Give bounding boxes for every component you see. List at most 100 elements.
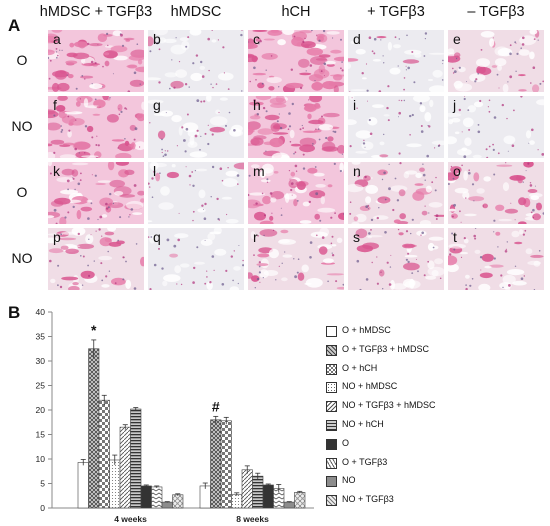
bar-10-1 xyxy=(172,494,184,509)
bar-chart: 0 5 10 15 20 25 30 35 40 4 weeks 8 weeks * # xyxy=(36,307,314,524)
legend-swatch xyxy=(326,420,337,431)
histology-tile-q: q xyxy=(148,228,244,290)
histology-tile-h: h xyxy=(248,96,344,158)
legend-label: O + TGFβ3 + hMDSC xyxy=(342,343,430,354)
tile-letter: k xyxy=(53,163,60,179)
bar-10-2 xyxy=(294,492,306,509)
legend-swatch xyxy=(326,438,337,450)
histology-tile-r: r xyxy=(248,228,344,290)
histology-tile-n: n xyxy=(348,162,444,224)
tile-letter: c xyxy=(253,31,260,47)
y-tick-label: 0 xyxy=(40,503,45,513)
tile-letter: f xyxy=(53,97,57,113)
bar-1-2 xyxy=(199,485,211,509)
tissue-texture xyxy=(48,228,144,290)
histology-tile-g: g xyxy=(148,96,244,158)
tile-letter: l xyxy=(153,163,157,179)
histology-tile-c: c xyxy=(248,30,344,92)
legend-label: O + hCH xyxy=(342,362,378,373)
bar-7-2 xyxy=(262,484,274,509)
y-tick-label: 10 xyxy=(36,454,46,464)
legend-swatch xyxy=(326,495,337,507)
histology-tile-l: l xyxy=(148,162,244,224)
tile-letter: h xyxy=(253,97,261,113)
tissue-texture xyxy=(448,228,544,290)
tissue-texture xyxy=(148,96,244,158)
tissue-texture xyxy=(248,96,344,158)
chart-labels: 4 weeks 8 weeks * # xyxy=(91,322,269,524)
tile-letter: b xyxy=(153,31,161,47)
tile-letter: n xyxy=(353,163,361,179)
histology-tile-i: i xyxy=(348,96,444,158)
legend-swatch xyxy=(326,344,337,356)
row-label-2: NO xyxy=(11,118,33,134)
tissue-texture xyxy=(148,162,244,224)
bar-9-1 xyxy=(161,501,173,509)
legend-swatch xyxy=(326,382,337,394)
y-tick-label: 5 xyxy=(40,479,45,489)
bar-6-1 xyxy=(130,408,142,509)
histology-tile-d: d xyxy=(348,30,444,92)
tissue-texture xyxy=(348,30,444,92)
tissue-texture xyxy=(148,30,244,92)
significance-marker: # xyxy=(212,398,220,414)
x-category-label: 4 weeks xyxy=(114,514,147,524)
tissue-texture xyxy=(448,30,544,92)
tile-letter: i xyxy=(353,97,357,113)
row-label-4: NO xyxy=(11,250,33,266)
legend-label: NO + hMDSC xyxy=(342,381,398,392)
histology-tile-o: o xyxy=(448,162,544,224)
bar-1-1 xyxy=(77,462,89,509)
tile-letter: p xyxy=(53,229,61,245)
histology-tile-f: f xyxy=(48,96,144,158)
column-header-5: – TGFβ3 xyxy=(467,4,525,20)
legend-label: O + hMDSC xyxy=(342,325,391,335)
tissue-texture xyxy=(248,162,344,224)
legend-swatch xyxy=(326,326,337,337)
bar-6-2 xyxy=(252,475,264,509)
y-tick-label: 40 xyxy=(36,307,46,317)
y-tick-label: 25 xyxy=(36,381,46,391)
bar-5-1 xyxy=(119,426,131,509)
tissue-texture xyxy=(48,96,144,158)
tissue-texture xyxy=(148,228,244,290)
y-tick-label: 35 xyxy=(36,332,46,342)
panel-b-label: B xyxy=(8,303,21,322)
tile-letter: o xyxy=(453,163,461,179)
row-label-1: O xyxy=(16,52,28,68)
legend-swatch xyxy=(326,363,337,375)
bar-8-1 xyxy=(151,486,163,509)
histology-grid: a b c d e f g h i j k l m n o p q r s t xyxy=(48,30,548,292)
bar-5-2 xyxy=(241,469,253,509)
histology-tile-b: b xyxy=(148,30,244,92)
tissue-texture xyxy=(248,30,344,92)
legend-swatch xyxy=(326,401,337,413)
legend-label: NO + hCH xyxy=(342,419,384,429)
y-tick-label: 30 xyxy=(36,356,46,366)
histology-tile-j: j xyxy=(448,96,544,158)
bar-3-1 xyxy=(98,399,110,509)
tissue-texture xyxy=(348,96,444,158)
histology-tile-p: p xyxy=(48,228,144,290)
tissue-texture xyxy=(448,96,544,158)
legend-label: NO + TGFβ3 + hMDSC xyxy=(342,400,436,411)
tissue-texture xyxy=(48,30,144,92)
y-tick-label: 20 xyxy=(36,405,46,415)
column-header-1: hMDSC + TGFβ3 xyxy=(39,4,153,20)
panel-a-label: A xyxy=(8,16,21,35)
tissue-texture xyxy=(448,162,544,224)
bar-2-2 xyxy=(210,419,222,509)
tile-letter: j xyxy=(453,97,457,113)
bar-4-2 xyxy=(231,493,243,509)
legend-label: NO + TGFβ3 xyxy=(342,494,394,505)
chart-axes: 0 5 10 15 20 25 30 35 40 xyxy=(36,307,314,513)
row-label-3: O xyxy=(16,184,28,200)
tile-letter: g xyxy=(153,97,161,113)
histology-tile-t: t xyxy=(448,228,544,290)
tissue-texture xyxy=(348,228,444,290)
x-category-label: 8 weeks xyxy=(236,514,269,524)
bar-9-2 xyxy=(283,501,295,509)
tile-letter: r xyxy=(253,229,258,245)
legend-label: O xyxy=(342,437,350,448)
bar-4-1 xyxy=(109,459,121,509)
